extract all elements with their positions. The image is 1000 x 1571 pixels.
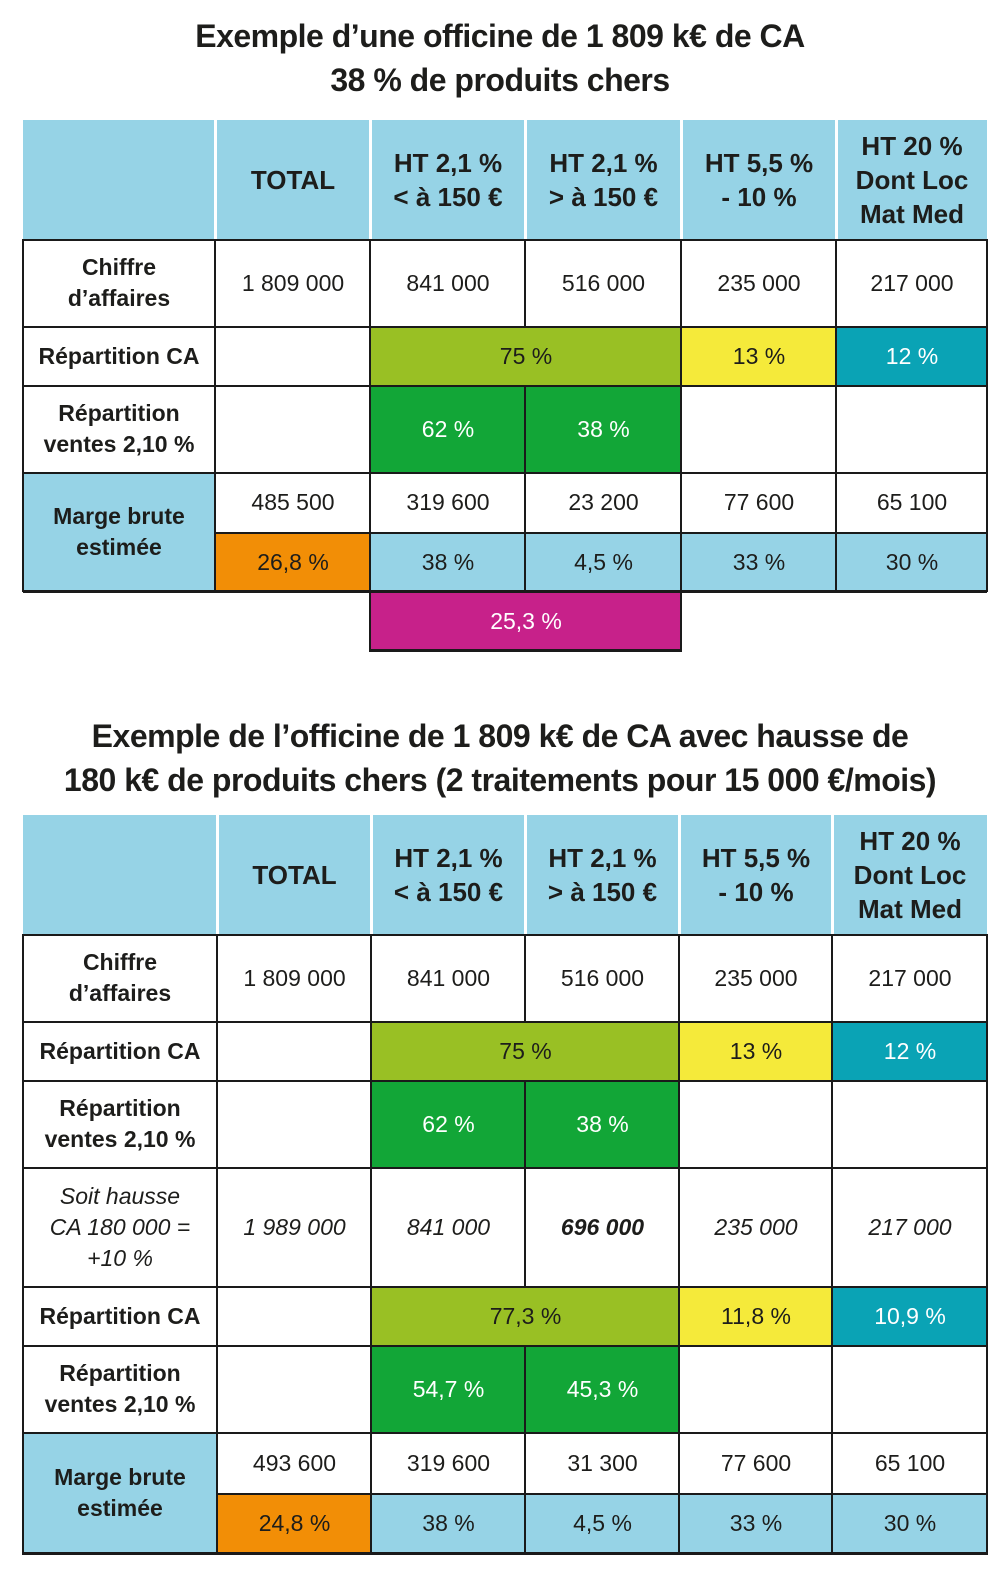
table2-ca-col5: 217 000 [868,964,952,991]
table1-title-line1: Exemple d’une officine de 1 809 k€ de CA [195,18,805,54]
table1-row-label-marge: Marge brute estimée [23,473,215,591]
table2-marge-total: 493 600 [252,1449,337,1476]
table1-title: Exemple d’une officine de 1 809 k€ de CA… [0,14,1000,102]
table2-rep-ventes2-high: 45,3 % [526,1346,679,1432]
table1-ca-col4: 235 000 [717,269,801,296]
table1-title-line2: 38 % de produits chers [330,62,670,98]
table1-marge-col4: 77 600 [723,489,795,515]
table1-header-row [23,120,987,240]
table2-ca-col2: 841 000 [406,964,491,991]
table2-rep-ca2-teal: 10,9 % [833,1287,987,1345]
table2-rep-ventes2-low: 54,7 % [372,1346,525,1432]
table1-marge-col2: 319 600 [406,489,490,515]
table2-marge-col2: 319 600 [406,1449,491,1476]
table2-header-col2: HT 2,1 % < à 150 € [393,843,504,907]
table1-header-col3: HT 2,1 % > à 150 € [548,148,659,212]
table1-rep-ca-yellow: 13 % [682,327,836,385]
table2-header-col3: HT 2,1 % > à 150 € [547,843,658,907]
table2-row-label-ca: Chiffre d’affaires [68,949,172,1006]
table1-ca-total: 1 809 000 [241,269,345,296]
table2-rep-ventes-low: 62 % [372,1081,525,1167]
table2-marge-col4: 77 600 [720,1449,792,1476]
table2-rate-col3: 4,5 % [526,1494,679,1553]
table2-ca-col4: 235 000 [714,964,798,991]
table2-rate-total: 24,8 % [218,1494,371,1553]
table2-hausse-col4: 235 000 [714,1213,798,1240]
table1-row-label-rep-ventes: Répartition ventes 2,10 % [43,400,195,457]
table1-header-col5: HT 20 % Dont Loc Mat Med [855,131,969,229]
table1-row-label-ca: Chiffre d’affaires [67,254,171,311]
table2-rep-ca-yellow: 13 % [680,1022,832,1080]
table2-header-row [23,815,987,935]
table2-hausse-col5: 217 000 [868,1213,952,1240]
table2-rep-ca-teal: 12 % [833,1022,987,1080]
table1-header-col4: HT 5,5 % - 10 % [704,148,814,212]
table2-ca-col3: 516 000 [560,964,645,991]
table2-title-line1: Exemple de l’officine de 1 809 k€ de CA … [91,718,909,754]
table1-rate-col4: 33 % [682,533,836,591]
table2-hausse-col2: 841 000 [406,1213,491,1240]
table1-ca-col2: 841 000 [406,269,490,296]
table2-header-col5: HT 20 % Dont Loc Mat Med [853,826,967,924]
table1-rep-ca-lime: 75 % [371,327,681,385]
table1-row-label-rep-ca: Répartition CA [38,342,200,369]
table1-header-col2: HT 2,1 % < à 150 € [393,148,503,212]
table2-hausse-total: 1 989 000 [243,1213,346,1240]
table2-row-label-rep-ca2: Répartition CA [39,1302,201,1329]
table2-hausse-col3: 696 000 [560,1213,645,1240]
table2-header-total: TOTAL [252,860,337,890]
table2-rate-col2: 38 % [372,1494,525,1553]
table2-title-line2: 180 k€ de produits chers (2 traitements … [63,762,937,798]
table1-header-total: TOTAL [250,165,336,195]
table2-rate-col5: 30 % [833,1494,987,1553]
table2-header-col4: HT 5,5 % - 10 % [701,843,811,907]
table1-ca-col5: 217 000 [870,269,954,296]
table1-rate-col3: 4,5 % [526,533,681,591]
table2-rate-col4: 33 % [680,1494,832,1553]
table2-row-label-rep-ventes2: Répartition ventes 2,10 % [44,1360,196,1417]
table2-row-label-hausse: Soit hausse CA 180 000 = +10 % [49,1182,191,1271]
table2-marge-col3: 31 300 [567,1449,638,1476]
table1-ca-col3: 516 000 [561,269,646,296]
table1-rate-col2: 38 % [371,533,525,591]
table1-combined-rate: 25,3 % [371,593,681,650]
table1-rep-ventes-high: 38 % [526,386,681,472]
table2-row-label-rep-ventes: Répartition ventes 2,10 % [44,1095,196,1152]
table1-rep-ca-teal: 12 % [837,327,987,385]
table1-marge-col3: 23 200 [568,489,639,515]
table2-rep-ca-lime: 75 % [372,1022,679,1080]
table1-rate-total: 26,8 % [216,533,370,591]
table2-ca-total: 1 809 000 [243,964,346,991]
table1-rep-ventes-low: 62 % [371,386,525,472]
table2-title: Exemple de l’officine de 1 809 k€ de CA … [0,714,1000,802]
table2-row-label-rep-ca: Répartition CA [39,1037,201,1064]
table2-rep-ventes-high: 38 % [526,1081,679,1167]
table2-rep-ca2-lime: 77,3 % [372,1287,679,1345]
table2-marge-col5: 65 100 [874,1449,946,1476]
table2-row-label-marge: Marge brute estimée [23,1433,217,1553]
table1-marge-total: 485 500 [251,489,335,515]
table1-rate-col5: 30 % [837,533,987,591]
table2-rep-ca2-yellow: 11,8 % [680,1287,832,1345]
table1-marge-col5: 65 100 [876,489,948,515]
